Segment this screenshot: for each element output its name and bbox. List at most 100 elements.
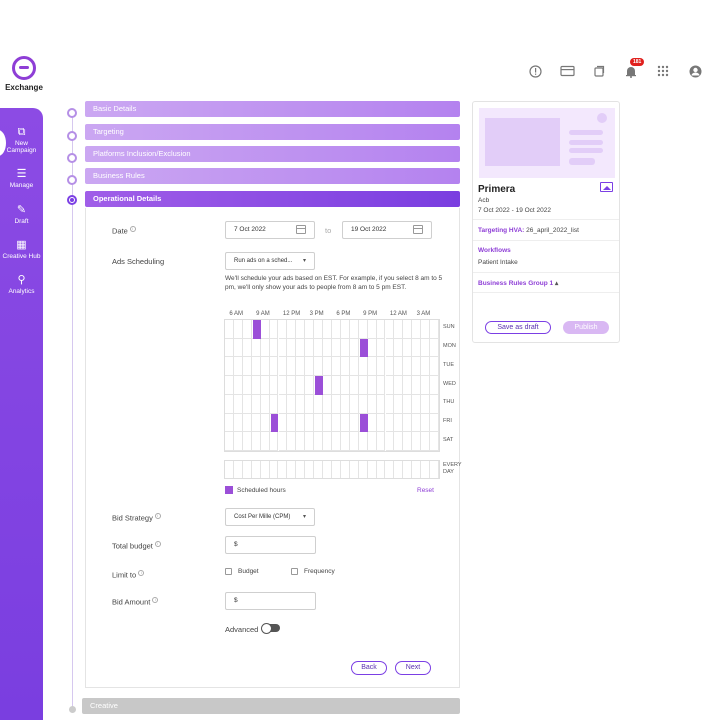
schedule-cell[interactable] <box>314 338 324 358</box>
schedule-cell[interactable] <box>394 320 404 339</box>
step-business-rules[interactable]: Business Rules <box>85 168 460 184</box>
schedule-cell[interactable] <box>421 320 431 339</box>
save-draft-button[interactable]: Save as draft <box>485 321 551 334</box>
schedule-cell[interactable] <box>349 432 359 451</box>
scheduled-hour-cell[interactable] <box>270 413 279 433</box>
schedule-cell[interactable] <box>394 413 404 433</box>
schedule-cell[interactable] <box>296 357 306 377</box>
schedule-cell[interactable] <box>421 338 431 358</box>
start-date-field[interactable]: 7 Oct 2022 <box>225 221 315 239</box>
schedule-cell[interactable] <box>358 432 368 451</box>
info-icon[interactable]: i <box>129 226 136 232</box>
schedule-cell[interactable] <box>323 357 332 377</box>
schedule-cell[interactable] <box>251 394 261 414</box>
schedule-cell[interactable] <box>367 394 377 414</box>
every-day-cell[interactable] <box>341 461 350 478</box>
schedule-cell[interactable] <box>242 432 252 451</box>
schedule-cell[interactable] <box>314 357 324 377</box>
schedule-cell[interactable] <box>296 394 306 414</box>
schedule-cell[interactable] <box>225 320 234 339</box>
schedule-cell[interactable] <box>225 413 234 433</box>
schedule-cell[interactable] <box>225 376 234 395</box>
schedule-cell[interactable] <box>340 338 350 358</box>
step-platforms[interactable]: Platforms Inclusion/Exclusion <box>85 146 460 162</box>
schedule-cell[interactable] <box>376 320 386 339</box>
every-day-cell[interactable] <box>350 461 359 478</box>
schedule-cell[interactable] <box>278 320 288 339</box>
schedule-cell[interactable] <box>323 432 332 451</box>
schedule-cell[interactable] <box>385 432 395 451</box>
ads-scheduling-select[interactable]: Run ads on a sched... ▾ <box>225 252 315 270</box>
schedule-cell[interactable] <box>349 357 359 377</box>
schedule-cell[interactable] <box>349 376 359 395</box>
schedule-cell[interactable] <box>233 338 243 358</box>
schedule-cell[interactable] <box>278 413 288 433</box>
schedule-cell[interactable] <box>385 413 395 433</box>
schedule-cell[interactable] <box>225 394 234 414</box>
every-day-row[interactable] <box>224 460 440 479</box>
schedule-cell[interactable] <box>269 320 279 339</box>
schedule-cell[interactable] <box>296 432 306 451</box>
schedule-cell[interactable] <box>225 357 234 377</box>
schedule-cell[interactable] <box>242 338 252 358</box>
schedule-cell[interactable] <box>287 413 297 433</box>
schedule-cell[interactable] <box>296 320 306 339</box>
schedule-cell[interactable] <box>305 338 315 358</box>
every-day-cell[interactable] <box>430 461 439 478</box>
schedule-cell[interactable] <box>340 413 350 433</box>
schedule-cell[interactable] <box>260 413 270 433</box>
every-day-cell[interactable] <box>403 461 413 478</box>
schedule-cell[interactable] <box>385 320 395 339</box>
schedule-cell[interactable] <box>376 338 386 358</box>
schedule-cell[interactable] <box>403 320 413 339</box>
every-day-cell[interactable] <box>368 461 377 478</box>
schedule-cell[interactable] <box>332 376 341 395</box>
schedule-cell[interactable] <box>233 432 243 451</box>
schedule-cell[interactable] <box>340 376 350 395</box>
schedule-cell[interactable] <box>358 376 368 395</box>
schedule-cell[interactable] <box>278 394 288 414</box>
every-day-cell[interactable] <box>359 461 368 478</box>
schedule-cell[interactable] <box>421 394 431 414</box>
scheduled-hour-cell[interactable] <box>359 338 368 358</box>
schedule-cell[interactable] <box>269 394 279 414</box>
sidebar-item-draft[interactable]: ✎ Draft <box>0 204 43 225</box>
info-icon[interactable]: i <box>152 597 159 603</box>
schedule-cell[interactable] <box>367 357 377 377</box>
schedule-cell[interactable] <box>296 376 306 395</box>
schedule-cell[interactable] <box>403 394 413 414</box>
schedule-cell[interactable] <box>233 320 243 339</box>
schedule-cell[interactable] <box>269 338 279 358</box>
schedule-cell[interactable] <box>394 432 404 451</box>
schedule-cell[interactable] <box>367 413 377 433</box>
schedule-cell[interactable] <box>225 338 234 358</box>
every-day-cell[interactable] <box>412 461 422 478</box>
schedule-cell[interactable] <box>260 357 270 377</box>
image-icon[interactable] <box>600 182 613 192</box>
every-day-cell[interactable] <box>287 461 297 478</box>
schedule-cell[interactable] <box>349 394 359 414</box>
schedule-cell[interactable] <box>251 413 261 433</box>
schedule-cell[interactable] <box>242 394 252 414</box>
schedule-cell[interactable] <box>385 338 395 358</box>
schedule-cell[interactable] <box>332 320 341 339</box>
schedule-cell[interactable] <box>305 357 315 377</box>
every-day-cell[interactable] <box>296 461 306 478</box>
schedule-cell[interactable] <box>260 432 270 451</box>
schedule-cell[interactable] <box>269 376 279 395</box>
schedule-cell[interactable] <box>305 432 315 451</box>
schedule-cell[interactable] <box>278 338 288 358</box>
scheduled-hour-cell[interactable] <box>252 320 261 339</box>
every-day-cell[interactable] <box>377 461 386 478</box>
step-basic-details[interactable]: Basic Details <box>85 101 460 117</box>
schedule-cell[interactable] <box>332 432 341 451</box>
schedule-cell[interactable] <box>367 432 377 451</box>
schedule-cell[interactable] <box>349 338 359 358</box>
schedule-cell[interactable] <box>242 413 252 433</box>
back-button[interactable]: Back <box>351 661 387 675</box>
schedule-cell[interactable] <box>323 338 332 358</box>
every-day-cell[interactable] <box>421 461 431 478</box>
schedule-cell[interactable] <box>296 413 306 433</box>
schedule-cell[interactable] <box>314 432 324 451</box>
schedule-cell[interactable] <box>340 394 350 414</box>
